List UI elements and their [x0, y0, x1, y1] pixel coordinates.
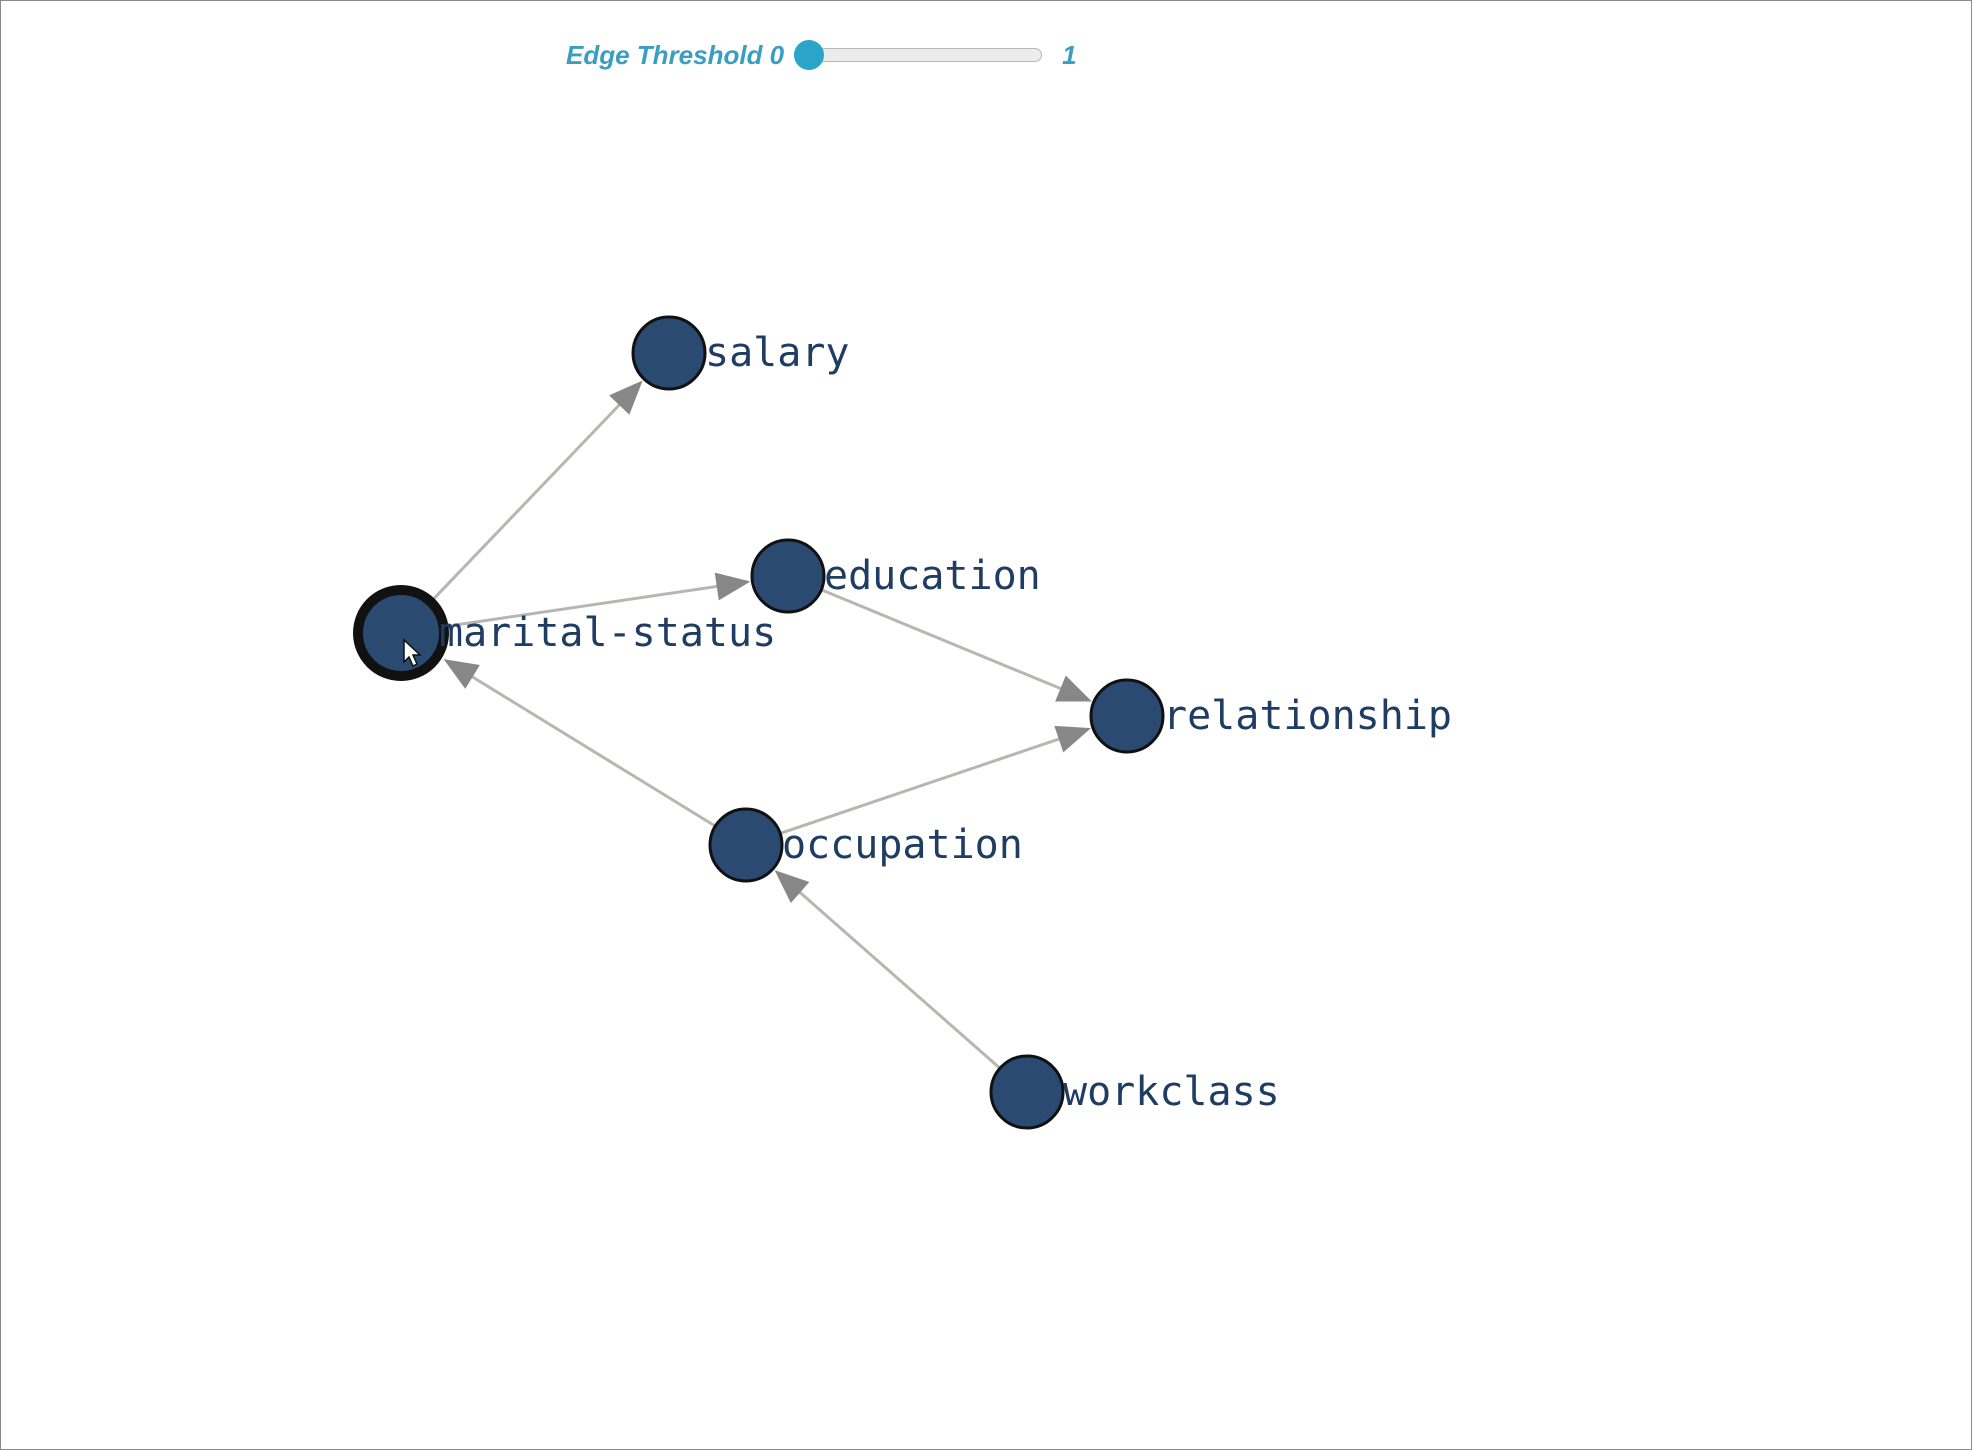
edge-occupation-to-relationship[interactable] [779, 736, 1064, 835]
node-circle[interactable] [631, 315, 707, 391]
node-circle[interactable] [353, 585, 449, 681]
graph-node-occupation[interactable]: occupation [708, 807, 1023, 883]
arrowhead-icon [443, 659, 480, 689]
arrowhead-icon [1054, 725, 1092, 753]
edges-layer [433, 380, 1092, 1070]
mouse-cursor-icon [403, 638, 422, 668]
node-label: marital-status [439, 610, 776, 656]
edge-threshold-max-label: 1 [1062, 39, 1077, 70]
node-label: salary [705, 330, 850, 376]
graph-node-education[interactable]: education [750, 538, 1041, 614]
edge-threshold-label: Edge Threshold 0 [566, 39, 785, 70]
graph-node-salary[interactable]: salary [631, 315, 850, 391]
node-label: occupation [782, 822, 1023, 868]
cursor-arrow-icon [403, 638, 422, 668]
graph-node-relationship[interactable]: relationship [1089, 678, 1452, 754]
edge-threshold-slider[interactable] [790, 36, 1043, 74]
nodes-layer: salary education marital-status relationshi… [353, 315, 1452, 1130]
edge-threshold-control: Edge Threshold 0 1 [566, 36, 1077, 74]
edge-workclass-to-occupation[interactable] [796, 888, 1001, 1070]
arrowhead-icon [609, 380, 643, 415]
graph-node-marital-status[interactable]: marital-status [353, 585, 776, 681]
edge-occupation-to-marital-status[interactable] [468, 673, 717, 828]
arrowhead-icon [774, 870, 810, 904]
node-label: relationship [1163, 693, 1452, 739]
node-label: education [824, 553, 1041, 599]
edge-marital-status-to-salary[interactable] [433, 401, 624, 600]
node-circle[interactable] [989, 1054, 1065, 1130]
node-circle[interactable] [1089, 678, 1165, 754]
graph-node-workclass[interactable]: workclass [989, 1054, 1280, 1130]
node-circle[interactable] [750, 538, 826, 614]
slider-thumb[interactable] [794, 40, 825, 70]
arrowhead-icon [1055, 675, 1092, 702]
edge-education-to-relationship[interactable] [820, 588, 1065, 692]
edge-marital-status-to-education[interactable] [448, 584, 721, 628]
arrowhead-icon [714, 572, 751, 601]
node-label: workclass [1063, 1069, 1280, 1115]
node-circle[interactable] [708, 807, 784, 883]
